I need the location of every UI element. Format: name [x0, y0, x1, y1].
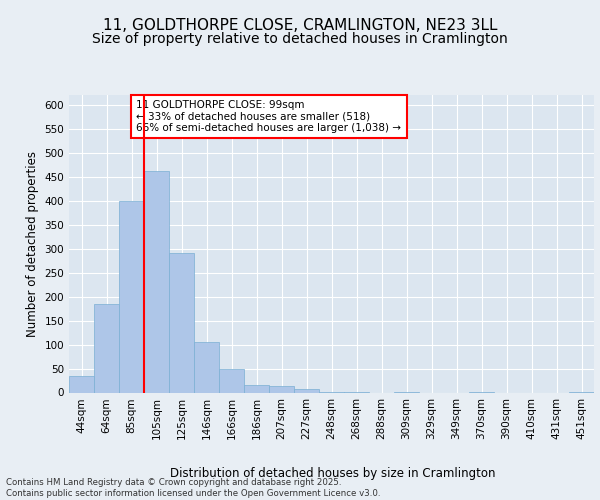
Bar — [169, 254, 194, 392]
Text: Distribution of detached houses by size in Cramlington: Distribution of detached houses by size … — [170, 468, 496, 480]
Text: 11, GOLDTHORPE CLOSE, CRAMLINGTON, NE23 3LL: 11, GOLDTHORPE CLOSE, CRAMLINGTON, NE23 … — [103, 18, 497, 32]
Bar — [69, 376, 94, 392]
Text: 11 GOLDTHORPE CLOSE: 99sqm
← 33% of detached houses are smaller (518)
66% of sem: 11 GOLDTHORPE CLOSE: 99sqm ← 33% of deta… — [137, 100, 401, 133]
Bar — [144, 171, 169, 392]
Bar — [94, 304, 119, 392]
Bar — [194, 342, 219, 392]
Text: Size of property relative to detached houses in Cramlington: Size of property relative to detached ho… — [92, 32, 508, 46]
Bar — [244, 386, 269, 392]
Bar — [294, 389, 319, 392]
Bar — [119, 200, 144, 392]
Bar — [269, 386, 294, 392]
Bar — [219, 370, 244, 392]
Text: Contains HM Land Registry data © Crown copyright and database right 2025.
Contai: Contains HM Land Registry data © Crown c… — [6, 478, 380, 498]
Y-axis label: Number of detached properties: Number of detached properties — [26, 151, 39, 337]
